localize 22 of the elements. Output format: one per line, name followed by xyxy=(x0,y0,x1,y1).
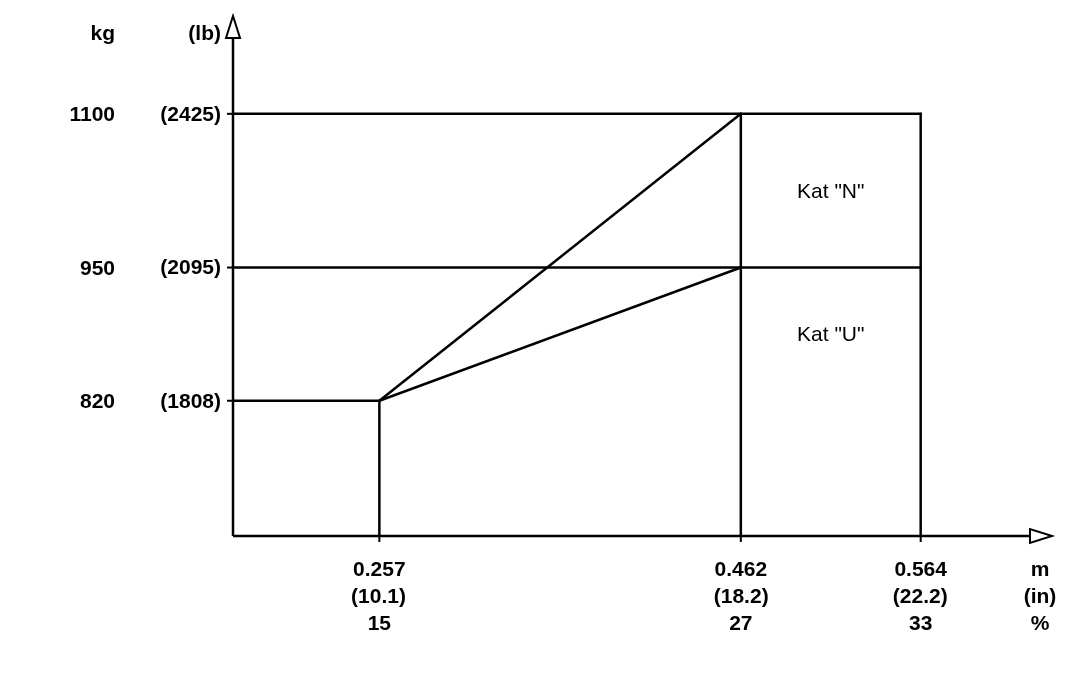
x2-tick-label: (22.2) xyxy=(892,584,948,607)
y2-tick-label: (1808) xyxy=(160,388,221,412)
x-tick-label: 0.257 xyxy=(353,557,406,580)
text: % xyxy=(1030,611,1050,634)
text: 15 xyxy=(367,611,392,634)
y2-axis-title: (lb) xyxy=(188,21,221,44)
y-tick-label: 1100 xyxy=(69,101,115,125)
annotation: Kat "U" xyxy=(797,322,865,346)
text: 33 xyxy=(909,611,933,634)
text: 27 xyxy=(729,611,753,634)
x2-axis-title: (in) xyxy=(1023,584,1057,607)
x-tick-label: 0.462 xyxy=(714,557,768,580)
x-tick-label: 0.564 xyxy=(894,557,948,580)
annotation: Kat "N" xyxy=(797,178,865,202)
y2-tick-label: (2095) xyxy=(160,255,221,279)
y-tick-label: 820 xyxy=(79,388,115,412)
y-tick-label: 950 xyxy=(79,255,115,279)
y-axis-title: kg xyxy=(90,21,115,44)
x2-tick-label: (10.1) xyxy=(351,584,406,607)
x2-tick-label: (18.2) xyxy=(713,584,769,607)
y2-tick-label: (2425) xyxy=(160,101,221,125)
x-axis-title: m xyxy=(1030,557,1050,580)
